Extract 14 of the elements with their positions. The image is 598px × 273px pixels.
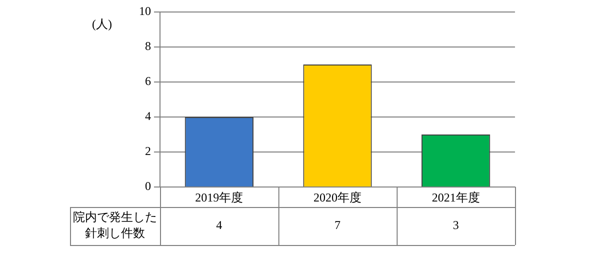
x-tick-label: 2020年度	[314, 190, 362, 204]
y-tick-label: 10	[139, 4, 151, 18]
x-tick-label: 2021年度	[432, 190, 480, 204]
y-tick-label: 8	[145, 39, 151, 54]
text: 院内で発生した針刺し件数	[73, 210, 157, 240]
y-tick-label: 4	[145, 109, 151, 124]
y-tick-label: 0	[145, 179, 151, 194]
y-tick-label: 2	[145, 144, 151, 158]
data-label: 3	[452, 218, 459, 232]
y-tick-label: 6	[145, 74, 151, 88]
x-tick-label: 2019年度	[195, 190, 244, 204]
data-label: 4	[216, 218, 222, 232]
data-label: 7	[334, 218, 340, 232]
y-axis-title: (人)	[92, 17, 112, 32]
